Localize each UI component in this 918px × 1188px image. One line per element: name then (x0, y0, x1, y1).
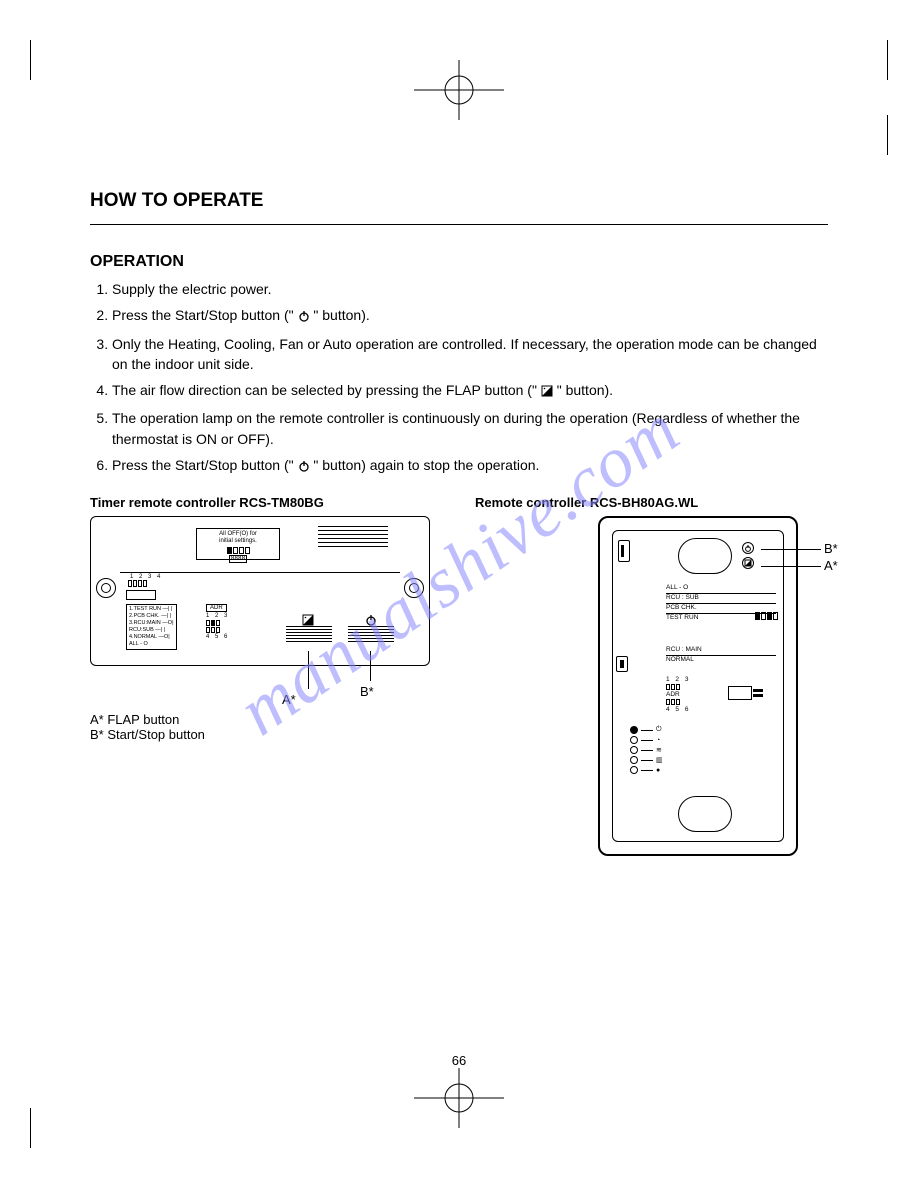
dip-table: 1.TEST RUN —| | 2.PCB CHK. —| | 3.RCU:MA… (126, 604, 177, 649)
crop-mark (30, 1108, 36, 1148)
figure-b-column: Remote controller RCS-BH80AG.WL B* A* (475, 495, 828, 876)
crop-mark (30, 40, 36, 80)
page-number: 66 (0, 1053, 918, 1068)
dip-label-box: All OFF(O) for initial settings. 8888 (196, 528, 280, 560)
switch-block-2: RCU : MAIN NORMAL (666, 646, 776, 665)
operation-steps: Supply the electric power. Press the Sta… (90, 279, 828, 477)
page-title: HOW TO OPERATE (90, 190, 828, 212)
led-row: ⏻ ◔ ≋ ▥ ● (630, 726, 663, 776)
registration-mark-bottom (414, 1068, 504, 1128)
flap-icon (541, 382, 553, 402)
adr-block: ADR 1 2 3 4 5 6 (206, 604, 229, 640)
flap-button[interactable] (286, 614, 332, 650)
registration-mark-top (414, 60, 504, 120)
content-area: HOW TO OPERATE OPERATION Supply the elec… (90, 190, 828, 876)
figure-row: Timer remote controller RCS-TM80BG All O… (90, 495, 828, 876)
adr-block-2: 1 2 3 ADR 4 5 6 (666, 676, 690, 713)
figure-a-footer: A* FLAP button B* Start/Stop button (90, 712, 443, 742)
callout-a: A* (282, 692, 296, 707)
diagram-b: B* A* ALL - O RCU : SUB PCB CHK. TEST RU… (598, 516, 828, 876)
step-3: Only the Heating, Cooling, Fan or Auto o… (112, 334, 828, 375)
step-1: Supply the electric power. (112, 279, 828, 299)
figure-b-caption: Remote controller RCS-BH80AG.WL (475, 495, 828, 510)
knob-top-icon (678, 538, 732, 574)
start-stop-button[interactable] (348, 614, 394, 650)
switch-block-1: ALL - O RCU : SUB PCB CHK. TEST RUN (666, 584, 776, 622)
vent-lines (318, 526, 388, 550)
power-icon (298, 307, 310, 327)
step-4: The air ﬂow direction can be selected by… (112, 380, 828, 402)
crop-mark (882, 115, 888, 155)
side-clip-icon (616, 656, 628, 672)
step-2: Press the Start/Stop button (" " button)… (112, 305, 828, 327)
connector-icon (728, 686, 752, 700)
power-icon (298, 457, 310, 477)
icon-stack (742, 542, 754, 572)
callout-b: B* (360, 684, 374, 699)
callout-a: A* (824, 558, 838, 573)
figure-a-caption: Timer remote controller RCS-TM80BG (90, 495, 443, 510)
section-subtitle: OPERATION (90, 253, 828, 271)
page: { "watermark": "manualshive.com", "title… (0, 0, 918, 1188)
crop-mark (882, 40, 888, 80)
diagram-a: All OFF(O) for initial settings. 8888 1 … (90, 516, 430, 706)
step-5: The operation lamp on the remote control… (112, 408, 828, 449)
step-6: Press the Start/Stop button (" " button)… (112, 455, 828, 477)
title-rule (90, 224, 828, 225)
knob-bottom-icon (678, 796, 732, 832)
figure-a-column: Timer remote controller RCS-TM80BG All O… (90, 495, 443, 876)
callout-b: B* (824, 541, 838, 556)
cover-tab-icon (618, 540, 630, 562)
